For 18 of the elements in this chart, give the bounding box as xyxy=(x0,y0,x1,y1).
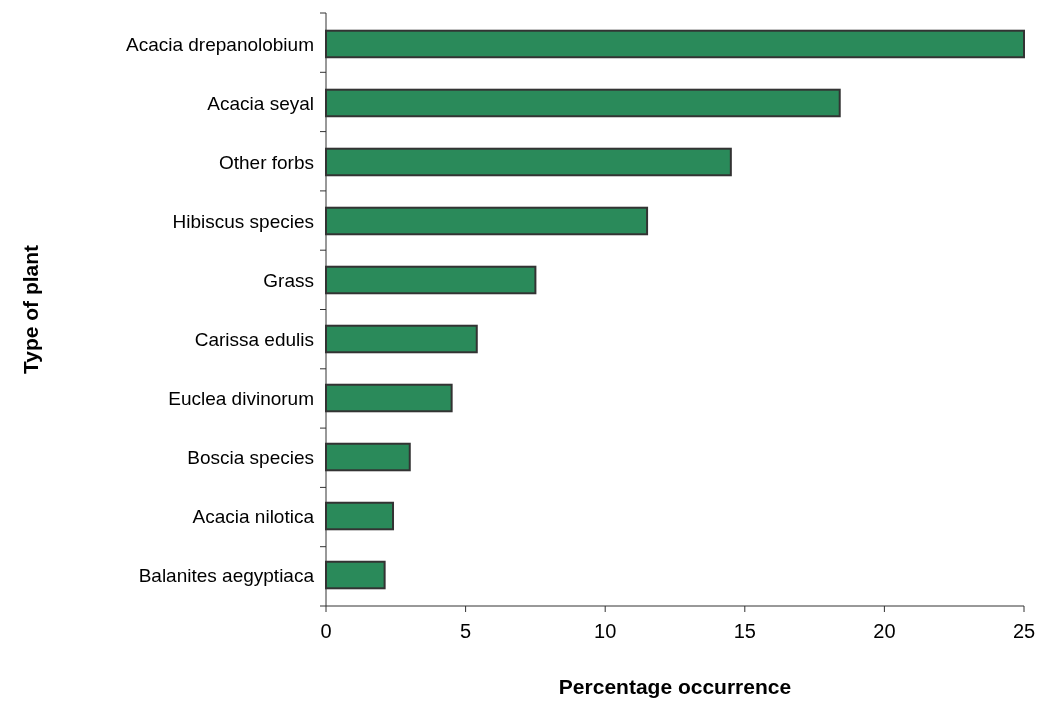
y-tick-label: Balanites aegyptiaca xyxy=(138,564,315,586)
x-tick-label: 10 xyxy=(594,620,617,642)
y-tick-label: Acacia drepanolobium xyxy=(125,33,314,55)
y-tick-label: Acacia nilotica xyxy=(192,505,315,527)
x-tick-label: 5 xyxy=(460,620,472,642)
x-tick-label: 25 xyxy=(1012,620,1036,642)
y-tick-label: Acacia seyal xyxy=(207,92,314,114)
y-tick-label: Other forbs xyxy=(218,151,314,173)
y-tick-label: Boscia species xyxy=(187,446,314,468)
y-tick-label: Hibiscus species xyxy=(172,210,314,232)
x-tick-label: 15 xyxy=(733,620,756,642)
x-axis-title: Percentage occurrence xyxy=(558,675,792,698)
y-tick-label: Grass xyxy=(263,269,314,291)
y-axis-title: Type of plant xyxy=(19,244,42,375)
x-tick-label: 20 xyxy=(873,620,896,642)
y-tick-label: Euclea divinorum xyxy=(168,387,314,409)
x-tick-label: 0 xyxy=(320,620,332,642)
y-tick-label: Carissa edulis xyxy=(194,328,314,350)
